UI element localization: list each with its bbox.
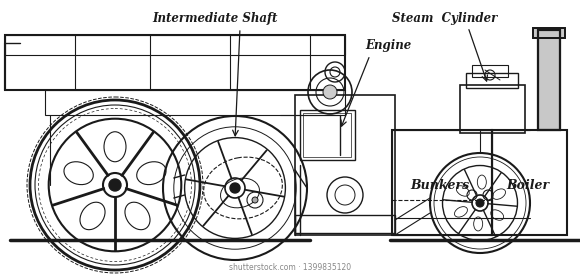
- Text: Engine: Engine: [365, 39, 411, 52]
- Bar: [460, 85, 525, 133]
- Bar: [466, 73, 518, 88]
- Bar: [300, 110, 355, 160]
- Bar: [533, 28, 565, 38]
- Bar: [303, 113, 351, 157]
- Text: Boiler: Boiler: [506, 179, 550, 192]
- Circle shape: [109, 179, 121, 191]
- Bar: [492, 130, 567, 235]
- Bar: [533, 28, 565, 38]
- Text: Steam  Cylinder: Steam Cylinder: [392, 11, 498, 25]
- Circle shape: [252, 197, 258, 203]
- Bar: [392, 130, 492, 235]
- Bar: [538, 30, 560, 130]
- Bar: [392, 130, 492, 235]
- Circle shape: [323, 85, 337, 99]
- Text: Bunkers: Bunkers: [411, 179, 470, 192]
- Bar: [538, 30, 560, 130]
- Bar: [5, 35, 345, 55]
- Bar: [472, 65, 508, 77]
- Bar: [45, 90, 345, 115]
- Bar: [5, 35, 345, 90]
- Circle shape: [230, 183, 240, 193]
- Bar: [295, 95, 395, 235]
- Bar: [295, 215, 395, 233]
- Bar: [533, 28, 565, 38]
- Bar: [538, 30, 560, 130]
- Text: shutterstock.com · 1399835120: shutterstock.com · 1399835120: [229, 263, 351, 272]
- Text: Intermediate Shaft: Intermediate Shaft: [153, 11, 278, 25]
- Circle shape: [476, 199, 484, 207]
